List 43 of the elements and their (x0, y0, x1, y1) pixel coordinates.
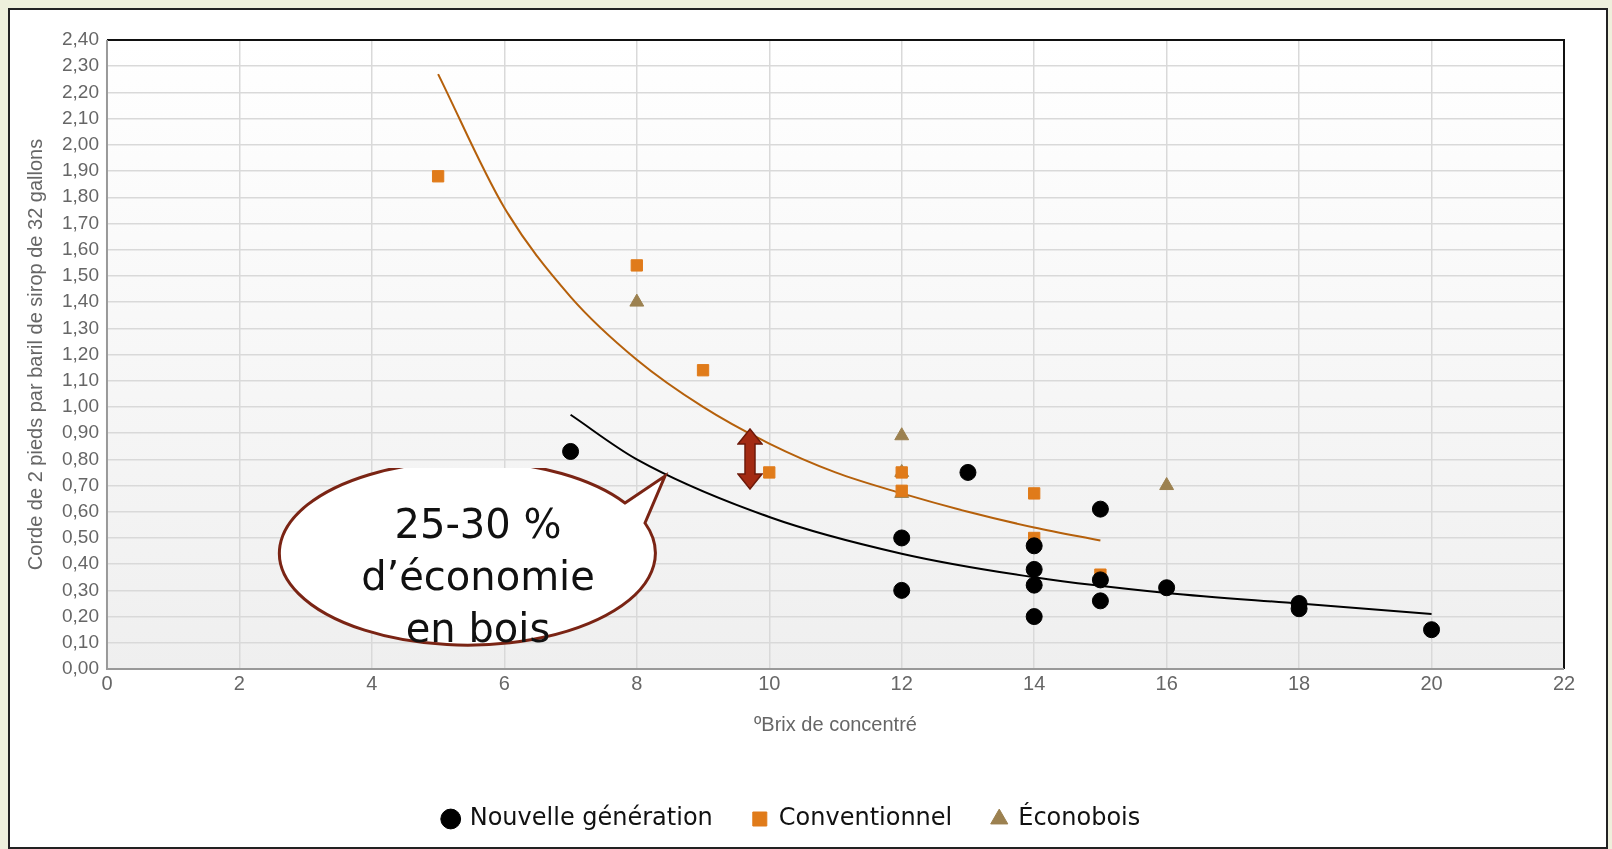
x-tick-label: 6 (498, 671, 510, 694)
y-tick-label: 0,30 (62, 578, 99, 600)
y-tick-label: 2,30 (62, 54, 99, 76)
x-tick-label: 22 (1552, 671, 1576, 694)
y-tick-label: 0,90 (62, 421, 99, 443)
y-tick-label: 1,70 (62, 211, 99, 233)
y-tick-label: 0,70 (62, 473, 99, 495)
y-tick-label: 1,40 (62, 290, 99, 312)
x-tick-label: 8 (631, 671, 643, 694)
y-tick-label: 0,20 (62, 604, 99, 626)
y-tick-label: 0,80 (62, 447, 99, 469)
annotation: 25-30 % d’économie en bois (360, 500, 596, 653)
y-tick-label: 2,00 (62, 133, 99, 155)
x-tick-label: 2 (233, 671, 245, 694)
y-tick-label: 0,40 (62, 552, 99, 574)
x-tick-label: 16 (1155, 671, 1178, 694)
y-tick-label: 1,20 (62, 342, 99, 364)
x-axis-title: ºBrix de concentré (754, 712, 917, 735)
y-tick-label: 2,40 (62, 28, 99, 50)
y-tick-label: 1,90 (62, 159, 99, 181)
legend-label: Conventionnel (778, 803, 953, 832)
x-tick-label: 20 (1420, 671, 1443, 694)
y-tick-label: 1,50 (62, 264, 99, 286)
y-axis-title: Corde de 2 pieds par baril de sirop de 32 gallons (23, 138, 46, 571)
y-tick-label: 0,50 (62, 526, 99, 548)
y-tick-label: 1,10 (62, 368, 99, 390)
x-tick-label: 14 (1023, 671, 1046, 694)
y-tick-label: 2,20 (62, 80, 99, 102)
y-tick-label: 2,10 (62, 106, 99, 128)
x-tick-label: 10 (758, 671, 781, 694)
y-tick-label: 1,00 (62, 395, 99, 417)
x-tick-label: 18 (1287, 671, 1311, 694)
x-tick-label: 4 (366, 671, 378, 694)
x-tick-label: 0 (101, 671, 113, 694)
y-tick-label: 0,00 (62, 657, 99, 679)
y-tick-label: 1,60 (62, 237, 99, 259)
x-tick-label: 12 (890, 671, 913, 694)
legend-label: Éconobois (1018, 802, 1141, 832)
y-tick-label: 0,60 (62, 499, 99, 521)
y-tick-label: 1,80 (62, 185, 99, 207)
y-tick-label: 1,30 (62, 316, 99, 338)
y-tick-label: 0,10 (62, 631, 99, 653)
legend-label: Nouvelle génération (469, 803, 713, 832)
